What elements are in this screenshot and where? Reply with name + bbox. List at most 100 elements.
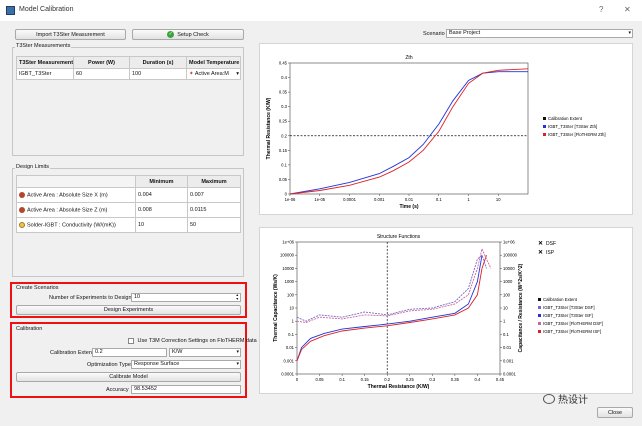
max-value[interactable]: 50 [187,217,241,233]
legend-entry: IGBT_T3Ster [T3Ster DSF] [543,305,595,310]
min-value[interactable]: 0.008 [135,202,188,218]
chevron-down-icon: ▾ [628,30,631,36]
t3ster-measurements-group [12,47,244,156]
max-value[interactable]: 0.007 [187,187,241,203]
x-tick-label: 0.1 [436,197,442,202]
close-button[interactable]: Close [597,407,633,418]
y-tick-label: 0.15 [279,148,288,153]
x-tick-label: 0.2 [384,377,390,382]
col-minimum: Minimum [135,175,188,188]
optimization-type-label: Optimization Type [87,362,131,368]
y2-tick-label: 0.001 [503,358,514,363]
table-row[interactable]: Active Area : Absolute Size Z (m) 0.008 … [16,202,241,218]
y2-tick-label: 1e+06 [503,240,515,245]
x-tick-label: 1e-05 [314,197,325,202]
calibrate-model-button[interactable]: Calibrate Model [16,372,241,382]
design-limits-title: Design Limits [15,164,51,170]
legend-entry: IGBT_T3Ster [T3Ster Zth] [548,124,597,129]
accuracy-label: Accuracy [106,387,129,393]
y-tick-label: 0.4 [281,75,287,80]
check-icon: ✓ [167,31,175,38]
y-tick-label: 0.01 [286,345,295,350]
setup-check-button[interactable]: ✓ Setup Check [132,29,244,40]
y-tick-label: 1000 [285,279,295,284]
legend-entry: IGBT_T3Ster [FloTHERM ISF] [543,329,601,334]
min-value[interactable]: 10 [135,217,188,233]
t3m-checkbox[interactable] [128,338,134,344]
y2-tick-label: 0.01 [503,345,512,350]
spin-arrows-icon[interactable]: ▲ ▼ [235,293,239,301]
measurement-name[interactable]: IGBT_T3Ster [16,68,74,80]
scenario-select[interactable]: Base Project ▾ [446,29,633,38]
x-tick-label: 0.01 [405,197,414,202]
toggle-icon: ✕ [538,249,543,256]
table-row[interactable]: IGBT_T3Ster 60 100 ✦ Active Area:M ▾ [16,68,241,80]
calibration-extent-label: Calibration Extent [50,350,94,356]
col-power: Power (W) [73,56,130,69]
create-scenarios-title: Create Scenarios [16,285,59,291]
x-tick-label: 1 [467,197,470,202]
series-line-2 [296,254,487,322]
measurement-power[interactable]: 60 [73,68,130,80]
calibrate-label: Calibrate Model [109,374,148,380]
legend-entry: Calibration Extent [543,297,578,302]
legend-swatch [543,117,546,120]
experiments-label: Number of Experiments to Design [49,295,132,301]
max-value[interactable]: 0.0115 [187,202,241,218]
col-duration: Duration (s) [129,56,187,69]
min-value[interactable]: 0.004 [135,187,188,203]
title-bar [0,0,642,21]
table-row[interactable]: Solder-IGBT : Conductivity (W/(mK)) 10 5… [16,217,241,233]
y-tick-label: 0.05 [279,177,288,182]
extent-unit-value: K/W [172,349,183,355]
legend-swatch [543,125,546,128]
design-experiments-button[interactable]: Design Experiments [16,305,241,315]
col-model-temperature: Model Temperature [186,56,241,69]
y2-tick-label: 1 [503,319,506,324]
y-tick-label: 0.0001 [281,372,294,377]
series-line-1 [289,68,529,195]
import-t3ster-button[interactable]: Import T3Ster Measurement [15,29,126,40]
y2-axis-label: Capacitance / Resistance (W^2s/K^2) [518,263,524,352]
y2-tick-label: 10 [503,306,508,311]
t3m-checkbox-row[interactable]: Use T3M Correction Settings on FloTHERM … [128,338,257,344]
optimization-type-select[interactable]: Response Surface ▾ [131,360,241,369]
chevron-down-icon: ▾ [236,361,239,367]
legend-entry: Calibration Extent [548,116,583,121]
y-tick-label: 0.1 [281,162,287,167]
parameter-cell: Active Area : Absolute Size Z (m) [16,202,136,218]
extent-unit-select[interactable]: K/W ▾ [169,348,241,357]
t3ster-measurements-title: T3Ster Measurements [15,43,72,49]
legend-entry: IGBT_T3Ster [T3Ster ISF] [543,313,593,318]
legend-swatch [538,322,541,325]
x-tick-label: 0.15 [361,377,370,382]
app-icon [6,6,15,15]
series-line-3 [296,247,492,323]
table-row[interactable]: Active Area : Absolute Size X (m) 0.004 … [16,187,241,203]
structure-functions-chart[interactable]: Structure Functions 0 0.05 0.1 0.15 0.2 0.25 0.… [260,228,634,395]
calibration-extent-input[interactable]: 0.2 [92,348,167,357]
y2-tick-label: 100 [503,292,511,297]
x-tick-label: 0.05 [315,377,324,382]
close-label: Close [607,409,623,416]
x-tick-label: 0.4 [475,377,481,382]
chart-title: Zth [405,55,412,61]
x-tick-label: 0.0001 [343,197,356,202]
measurements-table: T3Ster Measurement Power (W) Duration (s… [16,56,241,80]
help-button[interactable]: ? [599,5,604,14]
close-window-button[interactable]: ✕ [624,5,631,14]
zth-chart[interactable]: Zth 1e-06 1e-05 0.0001 0.001 0.01 0.1 1 10 0 0.05 0… [260,44,634,216]
experiments-spinbox[interactable]: 10 ▲ ▼ [131,293,241,302]
x-tick-label: 0.25 [406,377,415,382]
calibration-highlight [10,322,247,398]
measurement-duration[interactable]: 100 [129,68,187,80]
y-tick-label: 0.35 [279,90,288,95]
y-tick-label: 0.1 [288,332,294,337]
model-temperature-select[interactable]: ✦ Active Area:M ▾ [186,68,241,80]
y-axis-label: Thermal Capacitance (Ws/K) [273,274,279,342]
y-tick-label: 1e+06 [282,240,294,245]
x-tick-label: 0.35 [451,377,460,382]
x-tick-label: 10 [496,197,501,202]
y2-tick-label: 0.0001 [503,372,516,377]
y-tick-label: 0 [285,192,288,197]
